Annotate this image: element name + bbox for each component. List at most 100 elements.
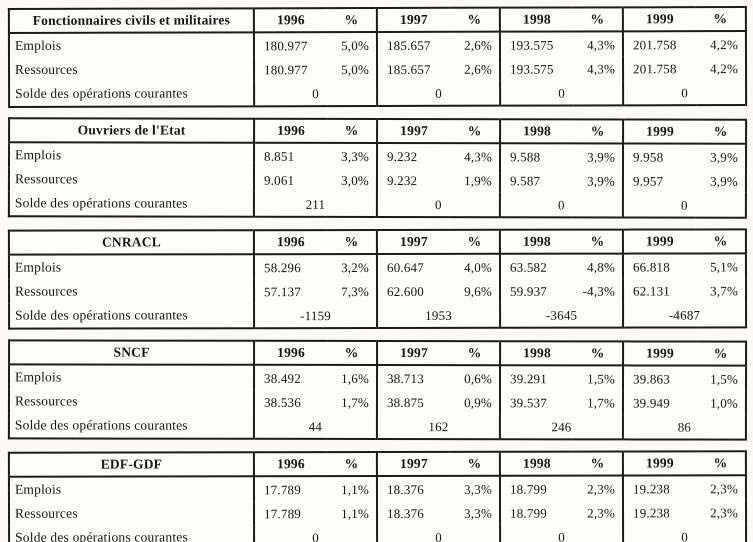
percent-cell: 3,9% — [695, 143, 747, 169]
solde-cell: 1953 — [377, 302, 501, 329]
year-header-1997: 1997 — [376, 7, 450, 33]
value-cell: 17.789 — [264, 505, 301, 521]
table-row-solde: Solde des opérations courantes 44 162 24… — [8, 413, 746, 440]
percent-cell: 2,6% — [449, 56, 501, 81]
year-header-1997: 1997 — [377, 340, 451, 366]
percent-header: % — [449, 7, 500, 32]
year-header-1999: 1999 — [622, 229, 696, 254]
solde-cell: 86 — [622, 414, 746, 440]
solde-cell: 0 — [623, 80, 747, 106]
row-label-emplois: Emplois — [8, 476, 255, 502]
value-cell: 18.799 — [510, 505, 547, 521]
value-cell: 38.713 — [387, 370, 424, 386]
value-cell: 193.575 — [510, 61, 554, 77]
value-cell: 18.376 — [386, 481, 424, 497]
row-label-solde: Solde des opérations courantes — [9, 81, 255, 107]
solde-cell: 162 — [376, 413, 500, 440]
percent-cell: 1,1% — [326, 476, 377, 502]
percent-cell: 3,0% — [326, 167, 377, 192]
table-title: EDF-GDF — [8, 452, 254, 477]
row-label-solde: Solde des opérations courantes — [8, 413, 254, 439]
table-title: SNCF — [9, 340, 255, 365]
table-row-ressources: Ressources 57.137 7,3% 62.600 9,6% 59.93… — [9, 278, 747, 304]
percent-cell: 1,9% — [449, 168, 500, 193]
solde-cell: 211 — [253, 191, 377, 217]
table-title: Ouvriers de l'Etat — [9, 118, 255, 143]
percent-cell: 2,6% — [449, 31, 500, 57]
table-row-solde: Solde des opérations courantes 211 0 0 0 — [8, 191, 746, 218]
row-label-emplois: Emplois — [9, 364, 255, 390]
header-row: Fonctionnaires civils et militaires 1996… — [8, 7, 746, 33]
percent-cell: 4,0% — [449, 253, 500, 279]
percent-cell: 1,0% — [695, 390, 746, 415]
value-cell: 180.977 — [263, 37, 308, 53]
percent-cell: 1,6% — [327, 364, 378, 390]
percent-header: % — [695, 229, 746, 254]
value-cell: 66.818 — [632, 258, 670, 275]
row-label-emplois: Emplois — [8, 32, 255, 58]
row-label-solde: Solde des opérations courantes — [9, 525, 255, 542]
percent-header: % — [695, 451, 746, 476]
year-header-1998: 1998 — [500, 341, 574, 366]
percent-cell: 5,1% — [695, 253, 746, 279]
header-row: Ouvriers de l'Etat 1996 % 1997 % 1998 % … — [9, 118, 747, 144]
value-cell: 193.575 — [509, 37, 554, 53]
value-cell: 17.789 — [263, 481, 301, 497]
value-cell: 185.657 — [387, 61, 431, 77]
value-cell: 18.799 — [509, 481, 547, 497]
table-edf-gdf: EDF-GDF 1996 % 1997 % 1998 % 1999 % Empl… — [7, 450, 748, 542]
table-row-solde: Solde des opérations courantes 0 0 0 0 — [9, 80, 747, 107]
percent-cell: -4,3% — [572, 278, 624, 303]
table-title: Fonctionnaires civils et militaires — [8, 8, 254, 33]
percent-cell: 4,3% — [449, 143, 501, 169]
solde-cell: 0 — [376, 191, 500, 218]
percent-cell: 1,7% — [326, 389, 377, 414]
value-cell: 19.238 — [632, 480, 670, 496]
percent-cell: 4,2% — [695, 31, 746, 57]
percent-cell: 1,1% — [327, 501, 378, 526]
row-label-ressources: Ressources — [9, 279, 255, 304]
value-cell: 63.582 — [509, 259, 547, 275]
table-row-ressources: Ressources 180.977 5,0% 185.657 2,6% 193… — [9, 56, 747, 82]
percent-cell: 1,5% — [572, 365, 624, 391]
row-label-ressources: Ressources — [8, 389, 255, 414]
table-row-ressources: Ressources 17.789 1,1% 18.376 3,3% 18.79… — [9, 500, 747, 526]
percent-cell: 5,0% — [326, 32, 377, 58]
value-cell: 58.296 — [263, 259, 301, 275]
value-cell: 38.875 — [386, 394, 424, 410]
year-header-1998: 1998 — [499, 229, 573, 254]
percent-header: % — [572, 7, 623, 32]
percent-cell: 3,3% — [449, 500, 501, 525]
value-cell: 9.061 — [263, 172, 295, 188]
percent-cell: 0,6% — [449, 365, 501, 391]
table-row-ressources: Ressources 9.061 3,0% 9.232 1,9% 9.587 3… — [8, 167, 746, 193]
value-cell: 9.588 — [510, 148, 541, 164]
percent-header: % — [327, 118, 378, 143]
percent-header: % — [326, 452, 377, 477]
value-cell: 39.863 — [633, 370, 670, 387]
year-header-1997: 1997 — [376, 229, 450, 255]
percent-header: % — [326, 230, 377, 255]
row-label-solde: Solde des opérations courantes — [8, 191, 254, 217]
percent-cell: 9,6% — [449, 278, 501, 303]
value-cell: 9.232 — [387, 148, 418, 164]
year-header-1996: 1996 — [254, 118, 328, 143]
solde-cell: -3645 — [500, 302, 624, 328]
percent-header: % — [449, 451, 500, 476]
solde-cell: 0 — [254, 81, 378, 107]
percent-header: % — [573, 341, 624, 366]
row-label-solde: Solde des opérations courantes — [9, 303, 255, 329]
percent-cell: 7,3% — [327, 279, 378, 304]
table-ouvriers-etat: Ouvriers de l'Etat 1996 % 1997 % 1998 % … — [7, 117, 748, 219]
percent-header: % — [572, 451, 623, 476]
percent-header: % — [696, 341, 747, 366]
row-label-ressources: Ressources — [9, 501, 255, 526]
value-cell: 59.937 — [510, 283, 547, 299]
solde-cell: 0 — [500, 80, 624, 106]
value-cell: 9.958 — [633, 149, 664, 165]
value-cell: 39.537 — [509, 394, 547, 410]
table-fonctionnaires: Fonctionnaires civils et militaires 1996… — [7, 6, 748, 108]
percent-cell: 1,7% — [572, 390, 623, 415]
year-header-1997: 1997 — [376, 451, 450, 477]
percent-cell: 2,3% — [572, 475, 623, 501]
